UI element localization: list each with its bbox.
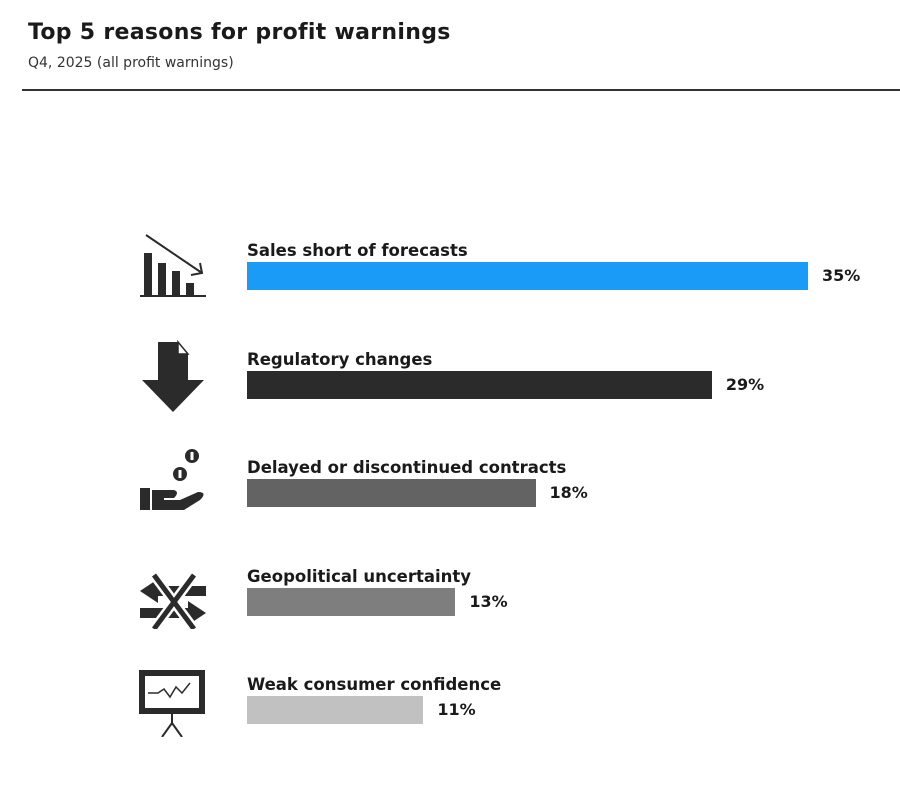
bar xyxy=(247,370,712,399)
category-label: Delayed or discontinued contracts xyxy=(247,458,567,477)
value-label: 35% xyxy=(822,266,861,285)
bar-row: Weak consumer confidence 11% xyxy=(0,670,900,785)
hand-with-coins-icon xyxy=(136,442,210,520)
bar-row: Delayed or discontinued contracts 18% xyxy=(0,449,900,568)
value-label: 13% xyxy=(469,591,508,611)
down-arrow-document-icon xyxy=(136,334,210,412)
category-label: Regulatory changes xyxy=(247,349,433,369)
bar-row: Regulatory changes 29% xyxy=(0,339,900,460)
chart-subtitle: Q4, 2025 (all profit warnings) xyxy=(28,55,234,71)
bar xyxy=(247,479,536,507)
bar-row: Sales short of forecasts 35% xyxy=(0,234,900,351)
value-label: 29% xyxy=(725,374,765,394)
value-label: 11% xyxy=(437,700,476,719)
presentation-board-icon xyxy=(136,659,210,738)
bar-row: Geopolitical uncertainty 13% xyxy=(0,567,900,677)
crossed-arrows-icon xyxy=(136,551,210,632)
chart-title: Top 5 reasons for profit warnings xyxy=(28,20,451,45)
header-divider xyxy=(22,89,900,91)
category-label: Weak consumer confidence xyxy=(247,675,502,694)
declining-bar-chart-icon xyxy=(136,225,210,303)
category-label: Geopolitical uncertainty xyxy=(247,566,472,586)
bar xyxy=(247,587,456,616)
category-label: Sales short of forecasts xyxy=(247,241,468,260)
value-label: 18% xyxy=(549,483,588,502)
bar xyxy=(247,262,808,290)
bar xyxy=(247,696,424,724)
